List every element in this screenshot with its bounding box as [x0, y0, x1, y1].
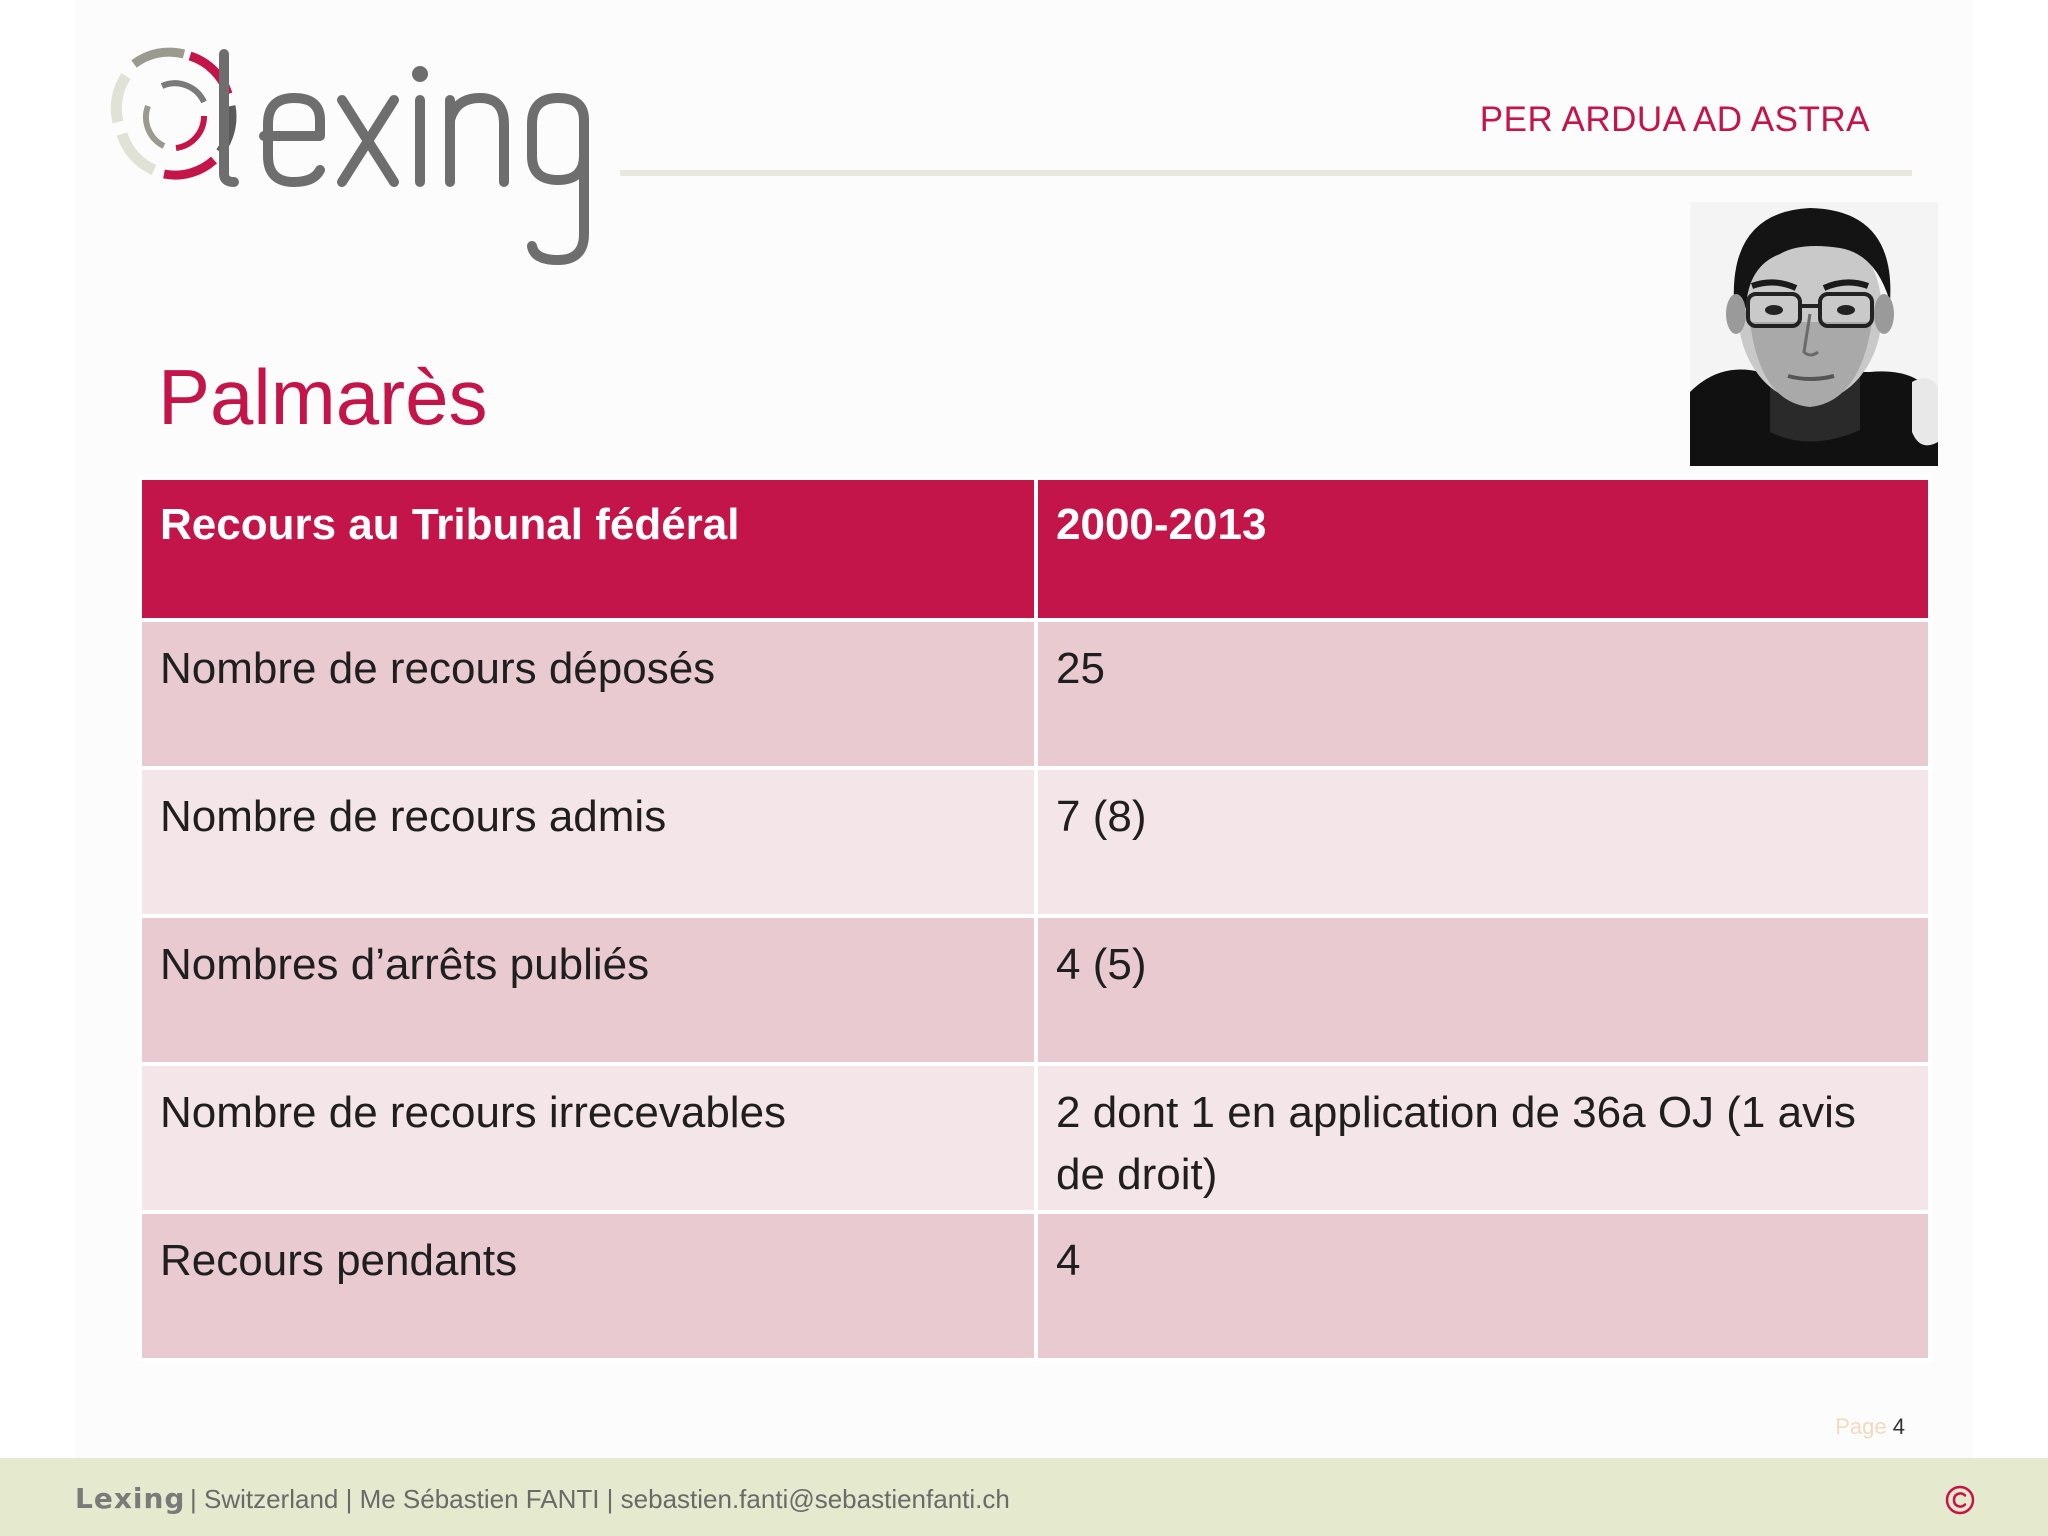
row-value: 4 (5) — [1034, 914, 1932, 1066]
row-label: Nombre de recours déposés — [138, 618, 1038, 770]
footer-brand: Lexing — [75, 1482, 186, 1515]
table-row: Recours pendants 4 — [138, 1210, 1932, 1362]
table-header-row: Recours au Tribunal fédéral 2000-2013 — [138, 476, 1932, 622]
header-divider — [620, 170, 1912, 176]
row-value: 25 — [1034, 618, 1932, 770]
row-label: Nombre de recours admis — [138, 766, 1038, 918]
results-table: Recours au Tribunal fédéral 2000-2013 No… — [138, 476, 1932, 1362]
table-header-period: 2000-2013 — [1034, 476, 1932, 622]
page-number-value: 4 — [1892, 1414, 1905, 1439]
page-number: Page 4 — [1800, 1414, 1905, 1440]
footer-contact-info: | Switzerland | Me Sébastien FANTI | seb… — [190, 1484, 1010, 1514]
page-title: Palmarès — [158, 353, 488, 442]
table-row: Nombre de recours déposés 25 — [138, 618, 1932, 770]
page-label: Page — [1835, 1414, 1887, 1439]
footer-bar: Lexing | Switzerland | Me Sébastien FANT… — [0, 1458, 2048, 1536]
row-value: 4 — [1034, 1210, 1932, 1362]
row-value: 7 (8) — [1034, 766, 1932, 918]
row-label: Nombre de recours irrecevables — [138, 1062, 1038, 1214]
table-row: Nombre de recours irrecevables 2 dont 1 … — [138, 1062, 1932, 1214]
copyright-icon — [1944, 1484, 1976, 1516]
speaker-photo — [1690, 202, 1938, 466]
table-row: Nombre de recours admis 7 (8) — [138, 766, 1932, 918]
row-value: 2 dont 1 en application de 36a OJ (1 avi… — [1034, 1062, 1932, 1214]
lexing-logo — [64, 24, 624, 274]
table-header-category: Recours au Tribunal fédéral — [138, 476, 1038, 622]
row-label: Nombres d’arrêts publiés — [138, 914, 1038, 1066]
table-row: Nombres d’arrêts publiés 4 (5) — [138, 914, 1932, 1066]
row-label: Recours pendants — [138, 1210, 1038, 1362]
motto-text: PER ARDUA AD ASTRA — [1479, 100, 1870, 139]
